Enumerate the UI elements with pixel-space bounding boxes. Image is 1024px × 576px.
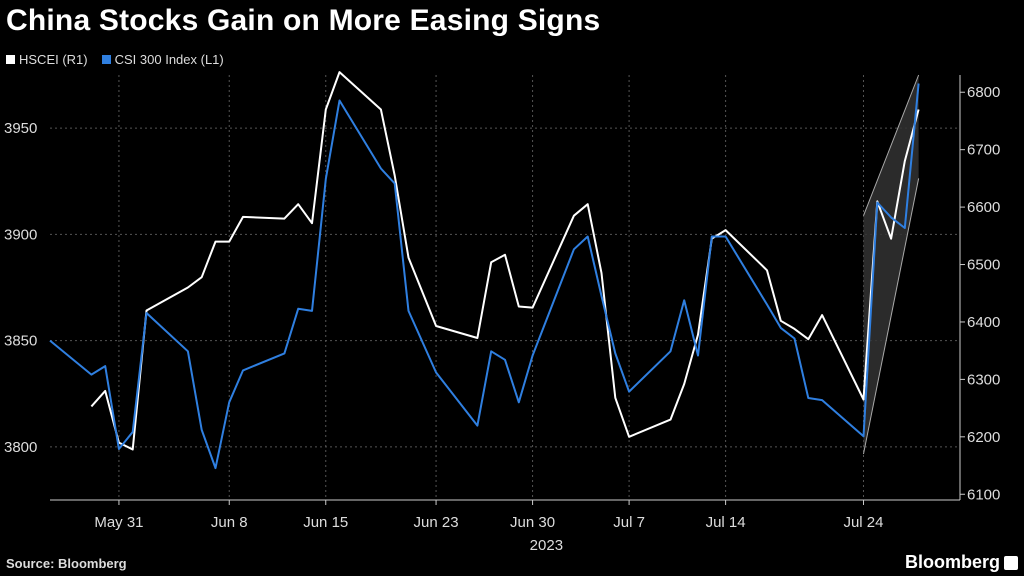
trend-channel bbox=[862, 74, 920, 455]
left-tick-label: 3850 bbox=[4, 333, 37, 350]
right-tick-label: 6200 bbox=[967, 429, 1000, 446]
legend-swatch-hscei bbox=[6, 55, 15, 64]
axes: 3800 3850 3900 3950 6100 6200 6300 6400 6500 6600… bbox=[4, 75, 1000, 554]
x-tick-label: Jul 24 bbox=[843, 514, 883, 531]
trend-channel-fill bbox=[863, 75, 919, 455]
x-tick-label: May 31 bbox=[94, 514, 143, 531]
legend-item-csi300: CSI 300 Index (L1) bbox=[101, 52, 224, 67]
grid bbox=[50, 75, 960, 500]
x-tick-label: Jul 7 bbox=[613, 514, 645, 531]
legend: HSCEI (R1) CSI 300 Index (L1) bbox=[6, 52, 224, 67]
x-tick-label: Jun 30 bbox=[510, 514, 555, 531]
brand-label: Bloomberg bbox=[904, 552, 1000, 572]
left-tick-label: 3950 bbox=[4, 120, 37, 137]
right-tick-label: 6500 bbox=[967, 257, 1000, 274]
hscei-line bbox=[90, 71, 920, 451]
source-note: Source: Bloomberg bbox=[6, 556, 127, 571]
bloomberg-logo: Bloomberg bbox=[905, 552, 1018, 573]
left-tick-label: 3800 bbox=[4, 439, 37, 456]
trend-channel-upper bbox=[863, 74, 920, 216]
x-tick-label: Jul 14 bbox=[706, 514, 746, 531]
legend-label-csi300: CSI 300 Index (L1) bbox=[114, 52, 224, 67]
right-tick-label: 6100 bbox=[967, 486, 1000, 503]
x-tick-label: Jun 8 bbox=[211, 514, 248, 531]
x-tick-label: Jun 15 bbox=[303, 514, 348, 531]
right-tick-label: 6700 bbox=[967, 142, 1000, 159]
legend-label-hscei: HSCEI (R1) bbox=[19, 52, 88, 67]
legend-item-hscei: HSCEI (R1) bbox=[6, 52, 88, 67]
right-tick-label: 6600 bbox=[967, 199, 1000, 216]
series-layer bbox=[49, 71, 920, 470]
legend-swatch-csi300 bbox=[101, 55, 111, 64]
bloomberg-icon bbox=[1004, 555, 1018, 570]
right-tick-label: 6300 bbox=[967, 371, 1000, 388]
chart-title: China Stocks Gain on More Easing Signs bbox=[6, 4, 601, 37]
trend-channel-lower bbox=[862, 178, 920, 455]
x-tick-label: Jun 23 bbox=[414, 514, 459, 531]
right-tick-label: 6800 bbox=[967, 84, 1000, 101]
x-year-label: 2023 bbox=[530, 537, 563, 554]
csi300-line bbox=[49, 83, 920, 470]
right-tick-label: 6400 bbox=[967, 314, 1000, 331]
left-tick-label: 3900 bbox=[4, 226, 37, 243]
